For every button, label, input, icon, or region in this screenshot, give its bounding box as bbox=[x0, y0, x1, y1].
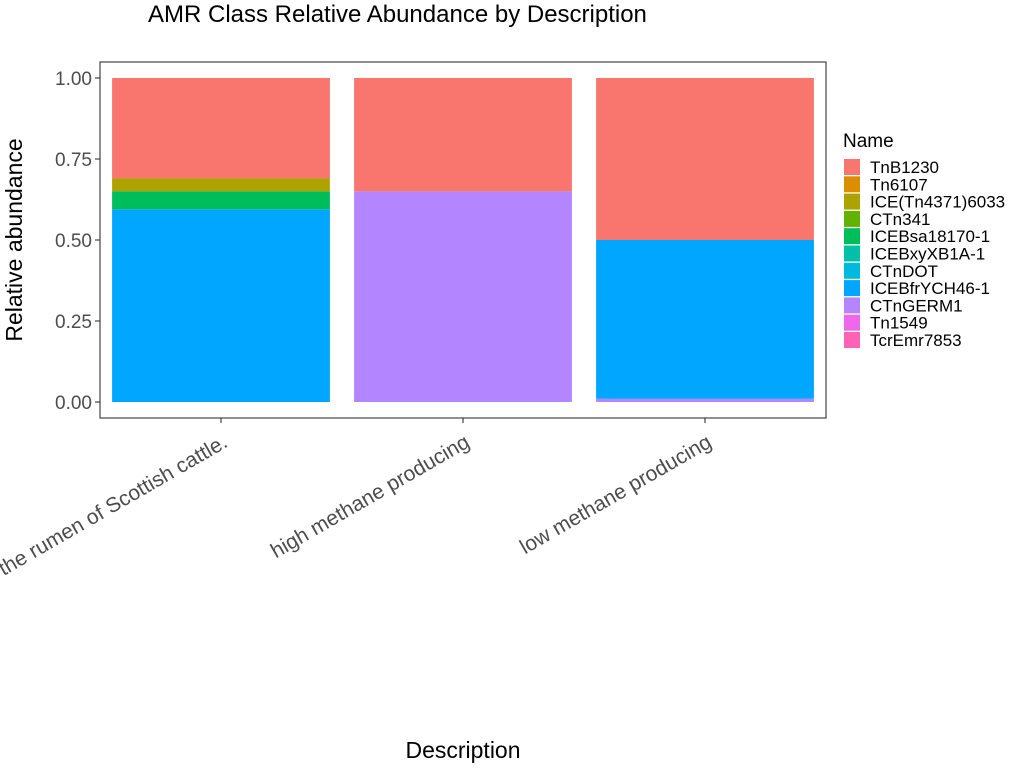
legend-label: CTnDOT bbox=[870, 262, 938, 281]
legend-title: Name bbox=[843, 131, 894, 152]
legend-label: Tn6107 bbox=[870, 175, 928, 194]
legend-swatch bbox=[844, 228, 860, 245]
y-tick-label: 0.00 bbox=[55, 393, 92, 414]
legend-swatch bbox=[844, 193, 860, 210]
legend-label: CTn341 bbox=[870, 210, 930, 229]
y-tick-label: 1.00 bbox=[55, 69, 92, 90]
bar-segment bbox=[112, 178, 330, 192]
legend-swatch bbox=[844, 176, 860, 193]
legend-label: ICEBfrYCH46-1 bbox=[870, 279, 990, 298]
legend-label: TnB1230 bbox=[870, 158, 939, 177]
x-axis-title: Description bbox=[405, 737, 520, 763]
bar-segment bbox=[354, 78, 572, 192]
x-tick-label: low methane producing bbox=[516, 430, 716, 558]
legend-label: ICEBsa18170-1 bbox=[870, 227, 990, 246]
legend-swatch bbox=[844, 159, 860, 175]
y-tick-label: 0.75 bbox=[55, 150, 92, 171]
bar-segment bbox=[596, 78, 814, 240]
legend-label: ICE(Tn4371)6033 bbox=[870, 193, 1005, 212]
x-tick-label: high methane producing bbox=[267, 430, 474, 563]
bars-group bbox=[112, 78, 814, 402]
y-tick-label: 0.25 bbox=[55, 312, 92, 333]
y-axis: 0.00 0.25 0.50 0.75 1.00 bbox=[55, 69, 100, 414]
x-axis: of the rumen of Scottish cattle. high met… bbox=[0, 418, 716, 592]
legend-label: CTnGERM1 bbox=[870, 296, 963, 315]
legend-swatch bbox=[844, 297, 860, 314]
legend: TnB1230Tn6107ICE(Tn4371)6033CTn341ICEBsa… bbox=[844, 158, 1005, 350]
bar-segment bbox=[112, 191, 330, 210]
legend-swatch bbox=[844, 280, 860, 297]
bar-segment bbox=[112, 78, 330, 179]
legend-swatch bbox=[844, 262, 860, 279]
x-tick-label: of the rumen of Scottish cattle. bbox=[0, 430, 231, 592]
legend-label: Tn1549 bbox=[870, 314, 928, 333]
chart-title: AMR Class Relative Abundance by Descript… bbox=[148, 1, 647, 28]
bar-segment bbox=[596, 398, 814, 402]
legend-label: TcrEmr7853 bbox=[870, 331, 962, 350]
bar-segment bbox=[354, 191, 572, 402]
y-tick-label: 0.50 bbox=[55, 231, 92, 252]
legend-swatch bbox=[844, 245, 860, 262]
legend-swatch bbox=[844, 210, 860, 227]
bar-segment bbox=[112, 209, 330, 402]
legend-swatch bbox=[844, 314, 860, 331]
bar-segment bbox=[596, 240, 814, 399]
y-axis-title: Relative abundance bbox=[1, 138, 27, 341]
legend-label: ICEBxyXB1A-1 bbox=[870, 245, 985, 264]
legend-swatch bbox=[844, 332, 860, 348]
